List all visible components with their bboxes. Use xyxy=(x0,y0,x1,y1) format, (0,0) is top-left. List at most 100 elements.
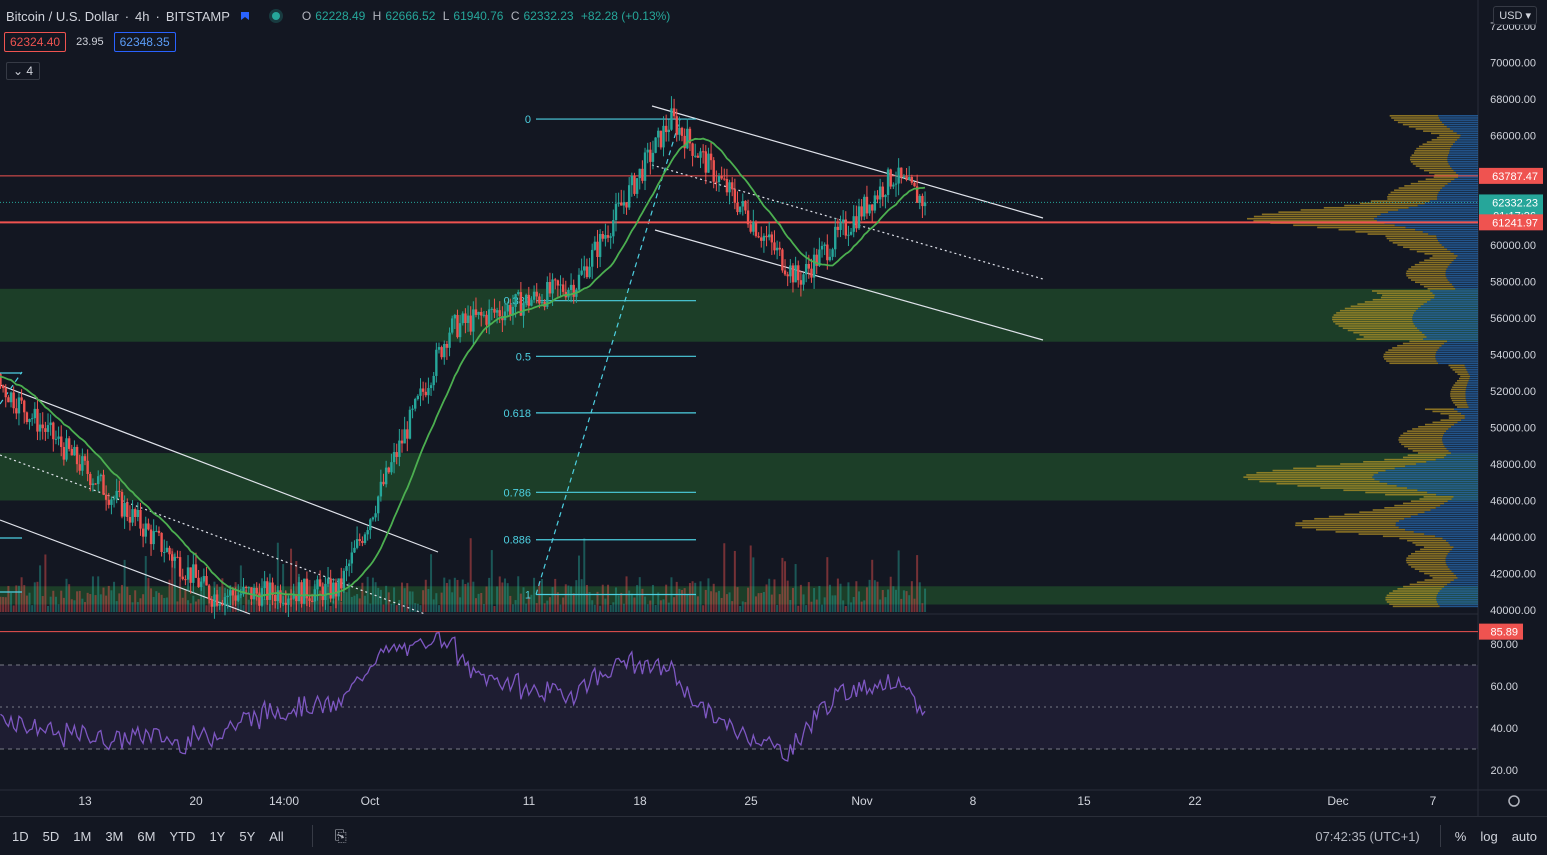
candle-body xyxy=(12,392,15,409)
volume-profile-bar xyxy=(1446,125,1478,128)
range-1d[interactable]: 1D xyxy=(12,828,29,844)
volume-bar xyxy=(609,604,612,612)
candle-body xyxy=(118,490,121,492)
candle-body xyxy=(773,242,776,251)
volume-bar xyxy=(897,550,900,612)
volume-profile-bar xyxy=(1383,353,1436,356)
volume-bar xyxy=(667,602,670,612)
auto-toggle[interactable]: auto xyxy=(1511,828,1537,844)
volume-bar xyxy=(498,576,501,612)
range-ytd[interactable]: YTD xyxy=(169,828,196,844)
volume-profile-bar xyxy=(1394,467,1478,470)
high-value: 62666.52 xyxy=(385,9,436,23)
volume-profile-bar xyxy=(1414,568,1450,570)
candle-body xyxy=(398,440,401,457)
volume-bar xyxy=(474,598,477,612)
volume-profile-bar xyxy=(1412,450,1449,452)
volume-bar xyxy=(902,590,905,612)
range-1m[interactable]: 1M xyxy=(73,828,92,844)
volume-profile-bar xyxy=(1420,305,1478,308)
volume-profile-bar xyxy=(1439,605,1478,608)
percent-toggle[interactable]: % xyxy=(1454,828,1467,844)
candle-body xyxy=(511,306,515,316)
volume-bar xyxy=(525,603,528,612)
bid-button[interactable]: 62324.40 xyxy=(4,32,67,52)
volume-profile-bar xyxy=(1450,581,1478,584)
volume-bar xyxy=(218,587,221,612)
volume-profile-bar xyxy=(1457,577,1478,579)
candle-body xyxy=(128,516,132,523)
volume-profile-bar xyxy=(1405,272,1446,275)
candle-body xyxy=(738,206,742,213)
candle-body xyxy=(218,604,221,606)
volume-profile-bar xyxy=(1419,167,1452,170)
range-all[interactable]: All xyxy=(269,828,284,844)
calendar-goto-icon[interactable]: ⎘ xyxy=(334,827,347,845)
volume-profile-bar xyxy=(1412,318,1478,321)
volume-profile-bar xyxy=(1426,141,1455,143)
ask-button[interactable]: 62348.35 xyxy=(113,32,176,52)
candle-body xyxy=(197,577,200,588)
candle-body xyxy=(567,290,570,298)
candle-body xyxy=(424,391,427,396)
candle-body xyxy=(231,590,235,596)
volume-bar xyxy=(572,593,575,612)
volume-profile-bar xyxy=(1461,419,1478,421)
volume-bar xyxy=(865,587,868,612)
candle-body xyxy=(295,594,298,602)
range-3m[interactable]: 3M xyxy=(105,828,124,844)
volume-profile-bar xyxy=(1442,441,1478,443)
volume-profile-bar xyxy=(1444,585,1478,588)
candle-body xyxy=(635,178,639,194)
volume-profile-bar xyxy=(1454,423,1478,426)
volume-profile-bar xyxy=(1353,331,1422,334)
interval-label[interactable]: 4h xyxy=(135,8,150,24)
volume-bar xyxy=(646,604,649,612)
range-5d[interactable]: 5D xyxy=(42,828,60,844)
volume-bar xyxy=(165,597,168,612)
volume-profile-bar xyxy=(1465,390,1478,393)
volume-profile-bar xyxy=(1447,158,1478,161)
volume-profile-bar xyxy=(1382,535,1436,538)
range-6m[interactable]: 6M xyxy=(137,828,156,844)
volume-profile-bar xyxy=(1415,228,1478,231)
volume-bar xyxy=(387,592,390,612)
price-label-text: 63787.47 xyxy=(1492,171,1538,183)
symbol-name[interactable]: Bitcoin / U.S. Dollar xyxy=(6,8,119,24)
candle-body xyxy=(686,128,689,149)
volume-bar xyxy=(596,591,599,612)
candle-body xyxy=(683,135,686,149)
volume-bar xyxy=(654,604,657,612)
volume-profile-bar xyxy=(1363,336,1427,338)
candle-body xyxy=(490,308,494,310)
candle-body xyxy=(281,602,285,604)
volume-bar xyxy=(860,601,863,612)
volume-bar xyxy=(47,605,50,612)
volume-profile-bar xyxy=(1358,533,1425,535)
candle-body xyxy=(799,280,803,285)
volume-profile-bar xyxy=(1378,471,1478,474)
flag-icon[interactable] xyxy=(240,11,250,21)
range-5y[interactable]: 5Y xyxy=(239,828,256,844)
range-1y[interactable]: 1Y xyxy=(209,828,226,844)
candle-body xyxy=(205,576,208,586)
volume-profile-bar xyxy=(1344,307,1419,310)
log-toggle[interactable]: log xyxy=(1480,828,1498,844)
settings-gear-icon[interactable] xyxy=(1508,795,1520,807)
volume-bar xyxy=(546,600,549,612)
volume-bar xyxy=(588,592,591,612)
volume-bar xyxy=(406,583,409,612)
candle-body xyxy=(585,266,589,278)
candle-body xyxy=(210,599,213,607)
currency-select[interactable]: USD ▾ xyxy=(1493,6,1537,25)
volume-profile-bar xyxy=(1423,130,1454,132)
candle-body xyxy=(0,374,2,386)
volume-profile-bar xyxy=(1343,489,1418,492)
indicators-toggle[interactable]: ⌄ 4 xyxy=(6,62,41,80)
candle-body xyxy=(147,523,150,530)
fib-label-1: 1 xyxy=(525,589,531,601)
volume-profile-bar xyxy=(1431,132,1457,135)
candle-body xyxy=(630,175,634,186)
volume-profile-bar xyxy=(1398,439,1443,441)
